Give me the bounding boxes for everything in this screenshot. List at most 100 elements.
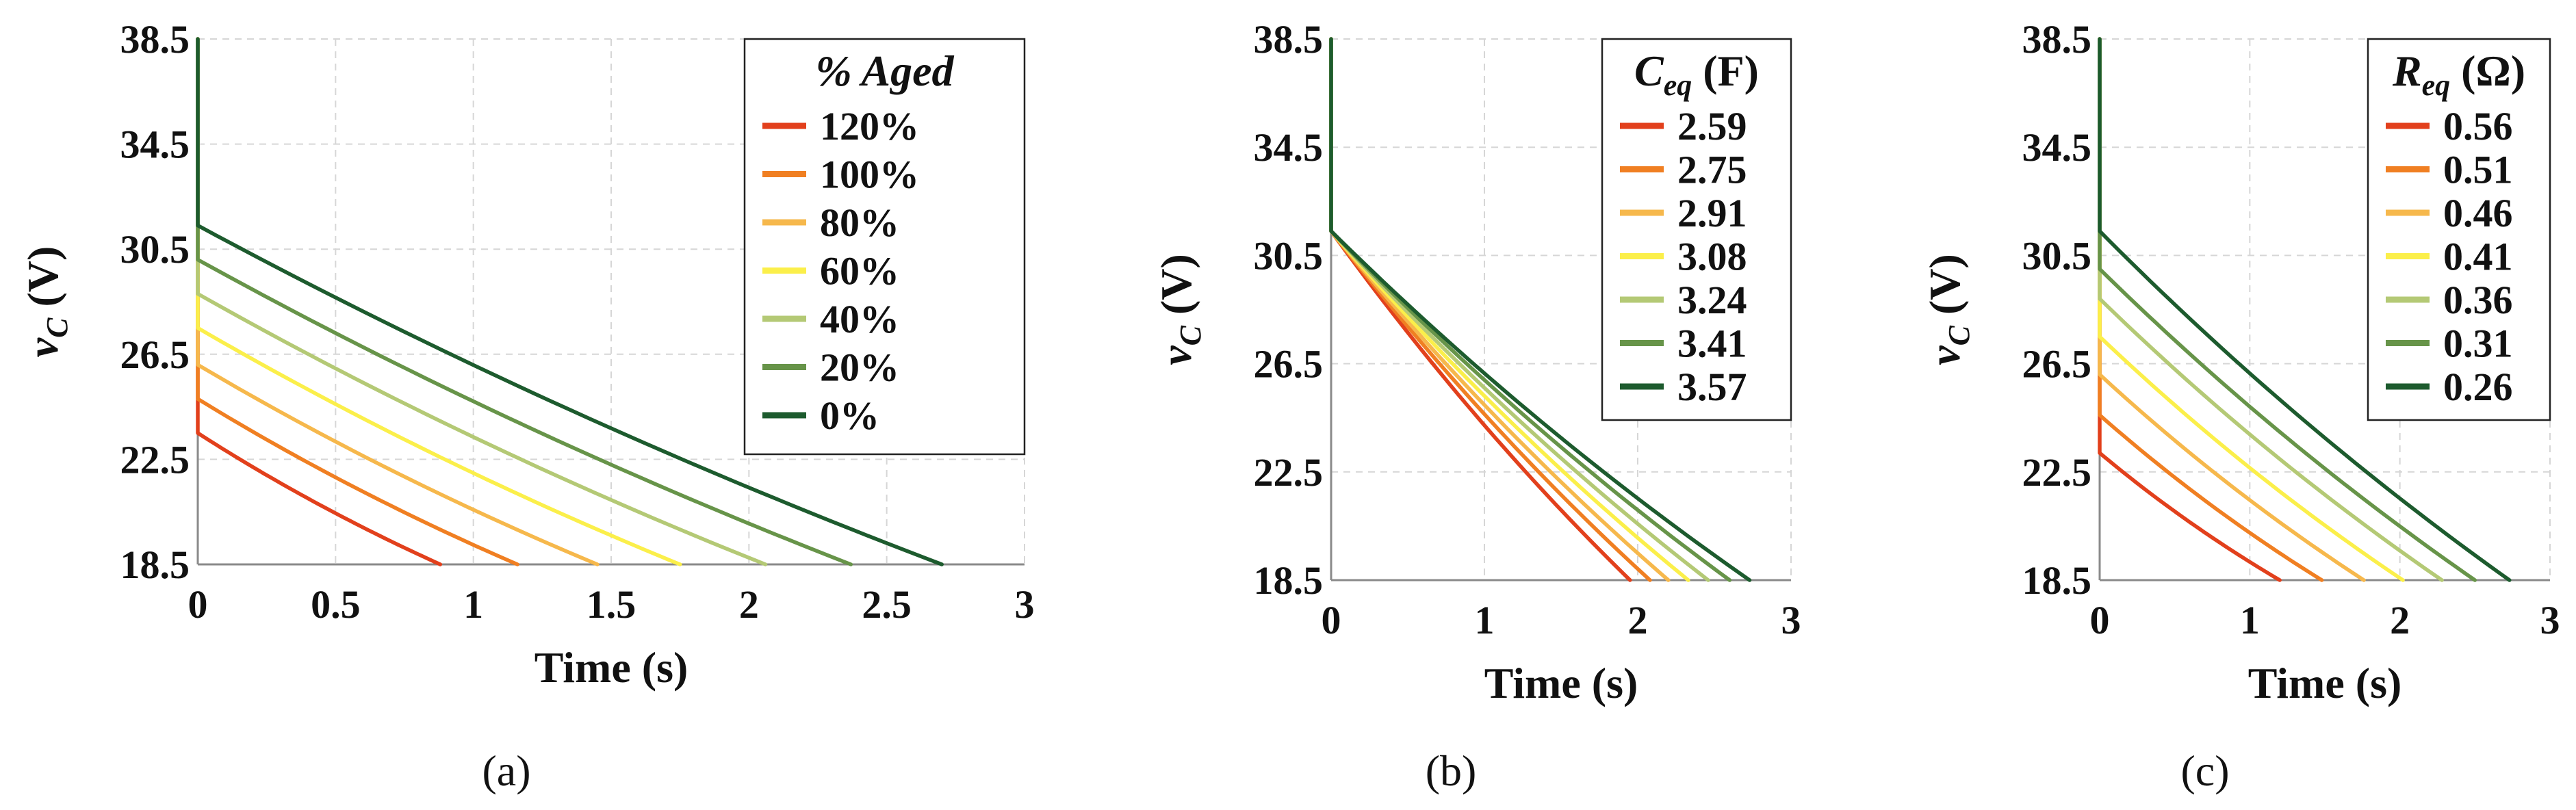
x-axis-title: Time (s) [2248,659,2402,707]
y-axis-title-sub: C [40,317,74,338]
legend-label: 3.41 [1677,322,1747,366]
series-line-357 [1329,37,1752,582]
legend-label: 100% [820,153,919,197]
legend-title-unit: (F) [1692,47,1759,95]
legend-label: 40% [820,297,899,341]
series-line-341 [1329,37,1732,582]
y-tick-label: 26.5 [2022,342,2092,387]
y-axis-title-main: v [1920,345,1969,365]
panel-caption: (a) [482,746,530,795]
series-line-046 [2098,37,2366,582]
y-tick-label: 18.5 [2022,558,2092,603]
panel-caption: (b) [1426,746,1477,795]
y-axis-title-unit: (V) [1920,254,1969,326]
legend-label: 0.41 [2443,235,2513,279]
legend-label: 0.46 [2443,191,2513,235]
x-tick-label: 2 [739,582,759,627]
legend-box [1601,38,1792,421]
legend-title: Req (Ω) [2392,47,2525,102]
x-tick-label: 1.5 [587,582,636,627]
legend-label: 0.36 [2443,278,2513,322]
legend-title-unit: (Ω) [2450,47,2525,95]
y-tick-label: 30.5 [2022,233,2092,278]
y-tick-label: 26.5 [1254,342,1324,387]
y-axis-title-sub: C [1174,325,1207,345]
y-tick-label: 30.5 [1254,233,1324,278]
series-line-041 [2098,37,2405,582]
legend-label: 0% [820,393,879,438]
y-tick-label: 22.5 [1254,450,1324,495]
series-line-051 [2098,37,2324,582]
legend-label: 0.56 [2443,104,2513,148]
series-line-308 [1329,37,1690,582]
y-axis-title-unit: (V) [18,246,67,318]
x-tick-label: 1 [2240,598,2260,642]
legend-label: 0.31 [2443,322,2513,366]
x-tick-label: 3 [2540,598,2560,642]
y-axis-title: vC (V) [1152,254,1207,365]
series-line-036 [2098,37,2444,582]
legend-label: 2.75 [1677,148,1747,192]
y-tick-label: 38.5 [1254,17,1324,62]
x-tick-label: 2 [1628,598,1648,642]
legend-box [2367,38,2551,421]
legend-label: 3.08 [1677,235,1747,279]
legend-title: % Aged [815,47,954,95]
series-line-031 [2098,37,2477,582]
x-tick-label: 3 [1781,598,1801,642]
series-line-026 [2098,37,2512,582]
series-line-80 [196,37,600,566]
legend-label: 2.91 [1677,191,1747,235]
series-line-259 [1329,37,1632,582]
legend-label: 2.59 [1677,104,1747,148]
legend-title-main: C [1634,47,1664,95]
legend-title: Ceq (F) [1634,47,1759,102]
y-axis-title-sub: C [1942,325,1976,345]
legend-label: 0.26 [2443,365,2513,409]
legend-label: 3.24 [1677,278,1747,322]
series-line-324 [1329,37,1710,582]
y-tick-label: 34.5 [120,122,190,167]
x-tick-label: 3 [1015,582,1035,627]
y-tick-label: 30.5 [120,227,190,272]
series-line-40 [196,37,768,566]
panel-caption: (c) [2180,746,2229,795]
legend-title-main: R [2392,47,2422,95]
y-axis-title-unit: (V) [1152,254,1200,326]
y-axis-title-main: v [18,337,67,357]
x-axis-title: Time (s) [1484,659,1638,707]
x-tick-label: 0.5 [311,582,361,627]
y-tick-label: 26.5 [120,332,190,377]
series-line-056 [2098,37,2282,582]
x-tick-label: 0 [1322,598,1341,642]
x-tick-label: 0 [2090,598,2110,642]
series-line-100 [196,37,519,566]
legend-box [743,38,1026,456]
y-tick-label: 22.5 [120,437,190,482]
series-line-60 [196,37,682,566]
x-axis-title: Time (s) [534,643,688,692]
series-line-0 [196,37,944,566]
series-line-275 [1329,37,1652,582]
y-tick-label: 38.5 [2022,17,2092,62]
legend-label: 60% [820,249,899,293]
x-tick-label: 1 [463,582,483,627]
y-tick-label: 34.5 [1254,125,1324,170]
y-tick-label: 22.5 [2022,450,2092,495]
x-tick-label: 2.5 [862,582,912,627]
y-tick-label: 38.5 [120,17,190,62]
y-axis-title: vC (V) [18,246,74,358]
legend-title-sub: eq [2422,68,2451,102]
series-line-20 [196,37,853,566]
x-tick-label: 1 [1475,598,1495,642]
y-axis-title-main: v [1152,345,1200,365]
chart-panel-3: 0 1 2 3 38.5 34.5 30.5 26.5 22.5 18.5 Time (s) vC (… [1920,17,2560,795]
y-axis-title: vC (V) [1920,254,1976,365]
y-tick-label: 18.5 [1254,558,1324,603]
legend-title-sub: eq [1664,68,1692,102]
chart-panel-1: 0 0.5 1 1.5 2 2.5 338.534.530.526.522.518.5Tim… [18,17,1035,795]
x-tick-label: 0 [188,582,208,627]
legend-label: 120% [820,104,919,148]
legend-label: 3.57 [1677,365,1747,409]
